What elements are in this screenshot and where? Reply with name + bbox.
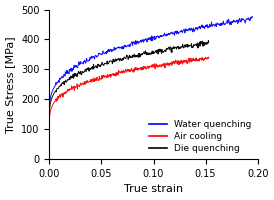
Y-axis label: True Stress [MPa]: True Stress [MPa] <box>5 36 16 133</box>
X-axis label: True strain: True strain <box>124 184 183 194</box>
Legend: Water quenching, Air cooling, Die quenching: Water quenching, Air cooling, Die quench… <box>147 119 253 155</box>
